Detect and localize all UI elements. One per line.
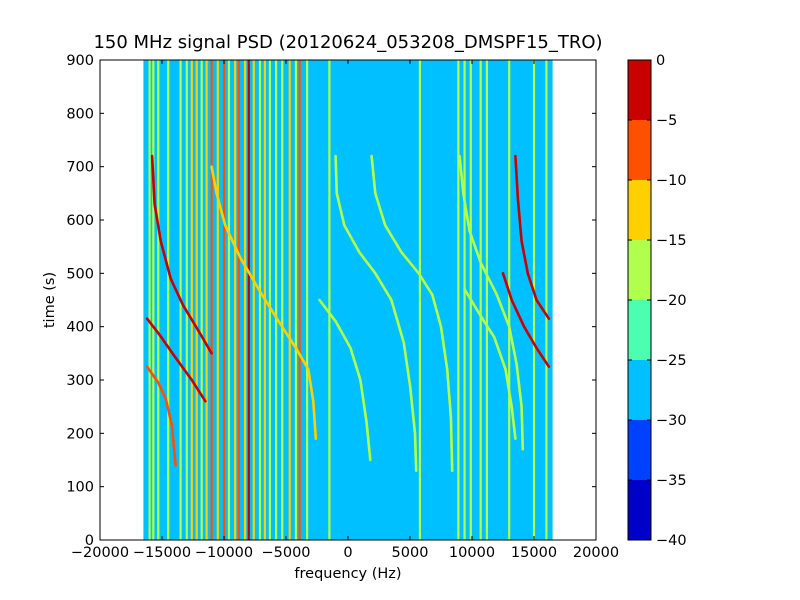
heatmap-trace: [145, 365, 177, 467]
y-axis: 0 100 200 300 400 500 600 700 800 900: [66, 53, 596, 549]
colorbar-segment: [628, 480, 651, 540]
x-tick-label: −15000: [133, 545, 191, 561]
y-tick-label: 500: [66, 266, 94, 282]
heatmap-trace: [145, 317, 207, 403]
colorbar-tick-label: −40: [656, 533, 687, 549]
x-tick-label: −20000: [71, 545, 129, 561]
heatmap-trace: [370, 154, 454, 472]
y-tick-label: 600: [66, 213, 94, 229]
colorbar-segment: [628, 60, 651, 120]
colorbar-tick-label: −35: [656, 473, 687, 489]
colorbar-segment: [628, 120, 651, 180]
colorbar-tick-label: −30: [656, 413, 687, 429]
heatmap-trace: [514, 154, 551, 320]
heatmap-trace: [150, 154, 213, 355]
x-axis: −20000 −15000 −10000 −5000 0 5000 10000 15000 20…: [71, 60, 619, 561]
y-tick-label: 400: [66, 320, 94, 336]
heatmap: [143, 60, 553, 540]
y-tick-label: 0: [85, 533, 94, 549]
colorbar-tick-label: −5: [656, 113, 677, 129]
y-axis-label: time (s): [42, 272, 58, 328]
heatmap-trace: [501, 272, 551, 368]
colorbar-tick-label: −25: [656, 353, 687, 369]
heatmap-background: [143, 60, 553, 540]
chart-title: 150 MHz signal PSD (20120624_053208_DMSP…: [93, 32, 602, 53]
y-tick-label: 900: [66, 53, 94, 69]
y-tick-label: 700: [66, 160, 94, 176]
y-tick-label: 100: [66, 480, 94, 496]
colorbar-segment: [628, 240, 651, 300]
x-tick-label: 10000: [449, 545, 495, 561]
x-tick-label: 20000: [573, 545, 619, 561]
heatmap-trace: [458, 154, 525, 451]
x-tick-label: 15000: [511, 545, 557, 561]
x-tick-label: −10000: [195, 545, 253, 561]
x-tick-label: −5000: [261, 545, 310, 561]
colorbar: −40 −35 −30 −25 −20 −15 −10 −5 0: [627, 53, 687, 549]
x-tick-label: 0: [343, 545, 352, 561]
colorbar-tick-label: −15: [656, 233, 687, 249]
colorbar-segment: [628, 420, 651, 480]
heatmap-trace: [210, 165, 318, 440]
colorbar-segment: [628, 360, 651, 420]
heatmap-trace: [463, 288, 517, 440]
colorbar-segment: [628, 300, 651, 360]
colorbar-tick-label: 0: [656, 53, 665, 69]
y-tick-label: 300: [66, 373, 94, 389]
y-tick-label: 800: [66, 106, 94, 122]
x-tick-label: 5000: [392, 545, 429, 561]
colorbar-tick-label: −20: [656, 293, 687, 309]
x-axis-label: frequency (Hz): [294, 566, 401, 582]
y-tick-label: 200: [66, 426, 94, 442]
heatmap-trace: [334, 154, 418, 472]
heatmap-trace: [318, 298, 372, 462]
colorbar-segment: [628, 180, 651, 240]
colorbar-tick-label: −10: [656, 173, 687, 189]
